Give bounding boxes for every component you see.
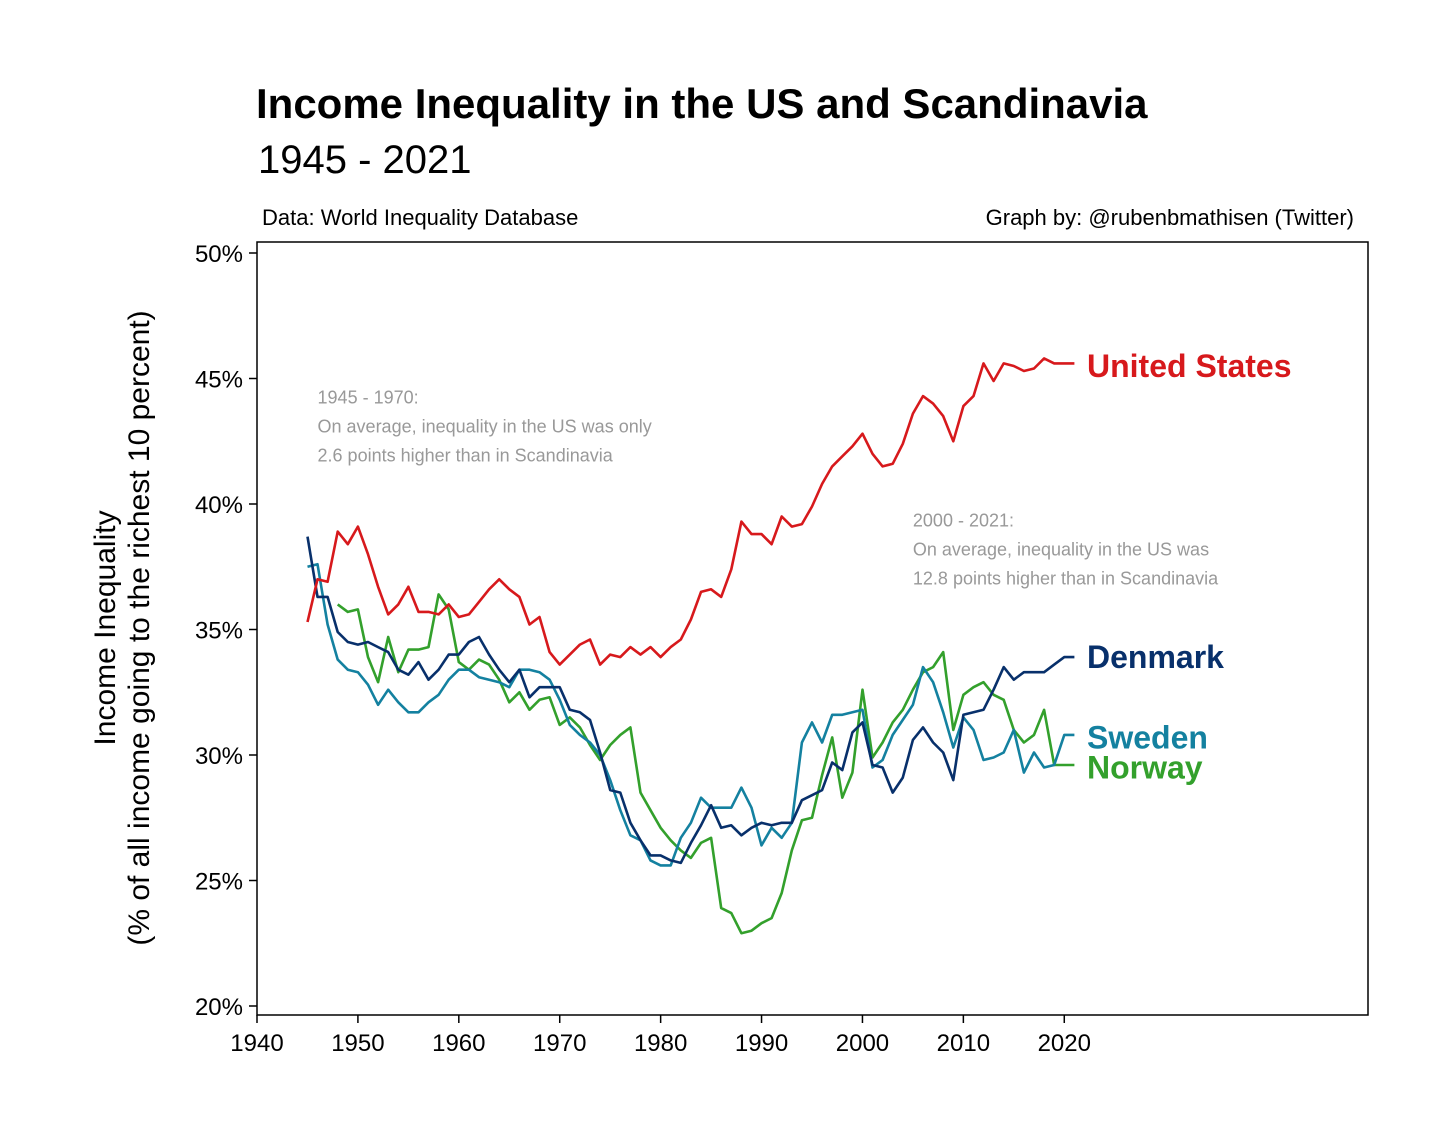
annotation-1-line: 2.6 points higher than in Scandinavia [318, 446, 614, 466]
annotation-2-line: 2000 - 2021: [913, 511, 1014, 531]
chart-title: Income Inequality in the US and Scandina… [256, 80, 1148, 127]
graph-credit-caption: Graph by: @rubenbmathisen (Twitter) [985, 205, 1354, 230]
x-tick-label: 1990 [735, 1030, 788, 1057]
y-tick-label: 30% [195, 743, 243, 770]
y-tick-label: 35% [195, 618, 243, 645]
x-tick-label: 2010 [937, 1030, 990, 1057]
series-label-denmark: Denmark [1087, 639, 1224, 675]
y-axis-title-line-2: (% of all income going to the richest 10… [123, 310, 156, 945]
y-tick-label: 50% [195, 241, 243, 268]
annotation-1-line: On average, inequality in the US was onl… [318, 417, 652, 437]
series-lines [306, 357, 1075, 935]
annotation-2-line: 12.8 points higher than in Scandinavia [913, 569, 1219, 589]
series-label-united-states: United States [1087, 348, 1291, 384]
y-tick-label: 25% [195, 869, 243, 896]
x-tick-label: 1970 [533, 1030, 586, 1057]
series-line-united-states [306, 357, 1075, 666]
x-tick-label: 1960 [432, 1030, 485, 1057]
series-label-sweden: Sweden [1087, 719, 1208, 755]
y-axis-title: Income Inequality (% of all income going… [89, 310, 156, 945]
x-tick-label: 2000 [836, 1030, 889, 1057]
series-label-norway: Norway [1087, 750, 1203, 786]
data-source-caption: Data: World Inequality Database [262, 205, 579, 230]
y-axis: 20% 25% 30% 35% 40% 45% 50% [195, 241, 257, 1021]
series-line-sweden [307, 562, 1075, 867]
annotations: 1945 - 1970: On average, inequality in th… [318, 388, 1220, 589]
chart-subtitle: 1945 - 2021 [258, 138, 472, 182]
annotation-1-line: 1945 - 1970: [318, 388, 419, 408]
x-tick-label: 1950 [331, 1030, 384, 1057]
series-line-denmark [306, 536, 1075, 865]
y-tick-label: 45% [195, 367, 243, 394]
series-line-norway [336, 593, 1075, 935]
y-tick-label: 20% [195, 994, 243, 1021]
y-tick-label: 40% [195, 492, 243, 519]
x-tick-label: 2020 [1038, 1030, 1091, 1057]
plot-frame [256, 241, 1369, 1016]
annotation-2-line: On average, inequality in the US was [913, 540, 1209, 560]
x-axis: 1940 1950 1960 1970 1980 1990 2000 2010 2020 [230, 1015, 1091, 1057]
x-tick-label: 1980 [634, 1030, 687, 1057]
x-tick-label: 1940 [230, 1030, 283, 1057]
y-axis-title-line-1: Income Inequality [89, 510, 122, 745]
